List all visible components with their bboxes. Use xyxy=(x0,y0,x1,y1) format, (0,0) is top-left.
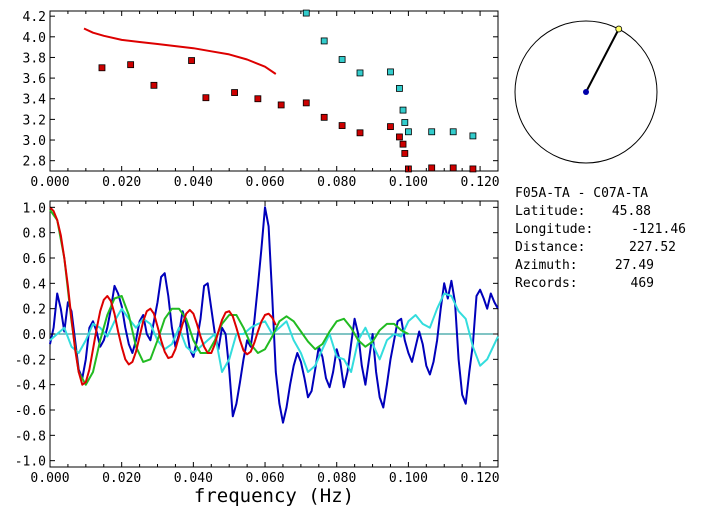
longitude-value: -121.46 xyxy=(631,222,686,237)
velocity-marker-1 xyxy=(338,122,346,129)
velocity-marker-2 xyxy=(302,9,310,17)
velocity-y-tick-label: 4.0 xyxy=(23,31,46,46)
velocity-x-tick-label: 0.080 xyxy=(317,175,356,190)
velocity-marker-2 xyxy=(356,69,364,77)
velocity-y-tick-label: 3.4 xyxy=(23,93,47,108)
correlation-x-tick-label: 0.080 xyxy=(317,471,356,486)
correlation-y-tick-label: -0.4 xyxy=(15,379,46,394)
correlation-x-tick-label: 0.120 xyxy=(461,471,500,486)
velocity-axis-ticks: 0.000 0.020 0.040 0.060 0.080 0.100 0.120 2.8 3.… xyxy=(23,10,500,190)
distance-label: Distance: xyxy=(515,240,585,255)
velocity-y-tick-label: 4.2 xyxy=(23,10,46,25)
station-center-dot xyxy=(583,89,589,95)
velocity-y-tick-label: 3.0 xyxy=(23,134,46,149)
velocity-marker-2 xyxy=(404,128,412,136)
correlation-x-tick-label: 0.000 xyxy=(30,471,69,486)
velocity-marker-1 xyxy=(98,64,106,72)
correlation-y-tick-label: 0.2 xyxy=(23,303,46,318)
velocity-marker-2 xyxy=(387,68,394,76)
latitude-label: Latitude: xyxy=(515,204,585,219)
velocity-y-tick-label: 2.8 xyxy=(23,155,46,170)
velocity-x-tick-label: 0.040 xyxy=(174,175,213,190)
velocity-marker-1 xyxy=(449,164,457,172)
velocity-x-tick-label: 0.100 xyxy=(389,175,428,190)
correlation-series-line-3 xyxy=(49,206,277,386)
velocity-marker-2 xyxy=(428,128,436,136)
velocity-marker-1 xyxy=(401,150,409,157)
velocity-marker-1 xyxy=(150,81,158,89)
velocity-marker-1 xyxy=(231,89,238,96)
velocity-x-tick-label: 0.000 xyxy=(30,175,69,190)
distance-value: 227.52 xyxy=(629,240,676,255)
azimuth-inset xyxy=(514,20,658,164)
velocity-y-tick-label: 3.2 xyxy=(23,113,46,128)
velocity-marker-1 xyxy=(399,140,407,148)
x-axis-label: frequency (Hz) xyxy=(194,485,354,507)
correlation-y-tick-label: 0.6 xyxy=(23,252,46,267)
correlation-y-tick-label: 0.8 xyxy=(23,227,46,242)
azimuth-label: Azimuth: xyxy=(515,258,578,273)
velocity-marker-1 xyxy=(302,99,310,107)
azimuth-circle xyxy=(514,20,658,164)
latitude-value: 45.88 xyxy=(612,204,651,219)
velocity-marker-1 xyxy=(277,101,285,109)
velocity-marker-1 xyxy=(428,164,436,172)
correlation-y-tick-label: 1.0 xyxy=(23,201,46,216)
correlation-panel: 0.000 0.020 0.040 0.060 0.080 0.100 0.120 1.0 0.… xyxy=(15,200,500,507)
correlation-x-tick-label: 0.040 xyxy=(174,471,213,486)
azimuth-value: 27.49 xyxy=(615,258,654,273)
correlation-x-tick-label: 0.100 xyxy=(389,471,428,486)
velocity-y-tick-label: 3.8 xyxy=(23,51,46,66)
velocity-series-group xyxy=(83,9,477,173)
records-label: Records: xyxy=(515,276,578,291)
velocity-panel-frame xyxy=(49,10,499,172)
velocity-marker-1 xyxy=(356,129,364,137)
velocity-marker-2 xyxy=(469,132,477,140)
velocity-marker-1 xyxy=(188,57,195,64)
velocity-marker-2 xyxy=(396,85,403,92)
correlation-y-tick-label: 0.0 xyxy=(23,328,46,343)
correlation-y-tick-label: -0.2 xyxy=(15,353,46,368)
velocity-y-tick-label: 3.6 xyxy=(23,72,46,87)
velocity-x-tick-label: 0.060 xyxy=(245,175,284,190)
velocity-panel: 0.000 0.020 0.040 0.060 0.080 0.100 0.120 2.8 3.… xyxy=(23,9,500,190)
correlation-y-tick-label: -0.8 xyxy=(15,429,46,444)
correlation-y-tick-label: -0.6 xyxy=(15,404,46,419)
velocity-marker-1 xyxy=(396,133,403,141)
azimuth-end-marker xyxy=(615,25,623,33)
velocity-marker-1 xyxy=(469,165,477,173)
station-pair: F05A-TA - C07A-TA xyxy=(515,186,648,201)
velocity-x-tick-label: 0.120 xyxy=(461,175,500,190)
correlation-y-tick-label: 0.4 xyxy=(23,277,47,292)
correlation-axis-ticks: 0.000 0.020 0.040 0.060 0.080 0.100 0.120 1.0 0.… xyxy=(15,201,500,486)
azimuth-line xyxy=(585,28,620,93)
velocity-marker-1 xyxy=(127,61,135,69)
velocity-marker-2 xyxy=(399,106,407,114)
velocity-marker-2 xyxy=(449,128,457,136)
velocity-marker-1 xyxy=(387,123,394,131)
correlation-x-tick-label: 0.060 xyxy=(245,471,284,486)
velocity-series-line-0 xyxy=(83,27,277,75)
velocity-marker-1 xyxy=(254,95,262,103)
info-panel: F05A-TA - C07A-TA Latitude: 45.88 Longit… xyxy=(515,186,686,291)
correlation-series-line-2 xyxy=(49,209,409,386)
velocity-marker-2 xyxy=(401,119,409,126)
records-value: 469 xyxy=(631,276,654,291)
correlation-y-tick-label: -1.0 xyxy=(15,455,46,470)
longitude-label: Longitude: xyxy=(515,222,593,237)
correlation-series-group xyxy=(49,206,499,424)
velocity-marker-2 xyxy=(338,56,346,63)
velocity-marker-1 xyxy=(202,94,210,102)
velocity-marker-2 xyxy=(320,37,328,45)
velocity-marker-1 xyxy=(320,113,328,121)
velocity-x-tick-label: 0.020 xyxy=(102,175,141,190)
correlation-x-tick-label: 0.020 xyxy=(102,471,141,486)
